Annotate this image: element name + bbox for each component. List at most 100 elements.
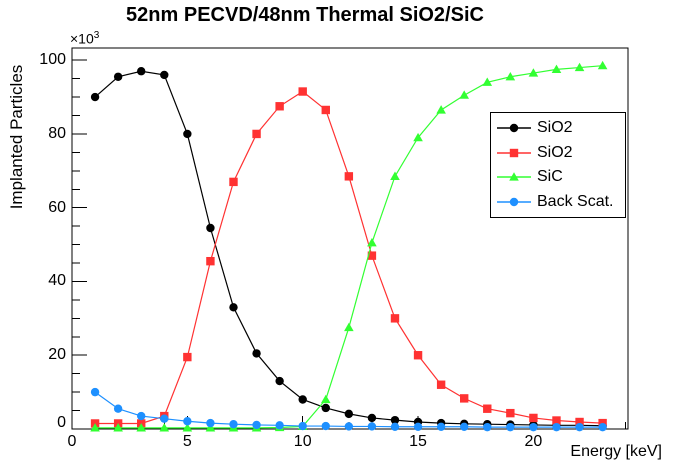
triangle-marker-icon <box>113 423 123 432</box>
triangle-marker-icon <box>597 60 608 70</box>
y-tick-label: 0 <box>57 414 66 431</box>
x-tick-label: 20 <box>524 433 543 450</box>
square-marker-icon <box>298 87 307 96</box>
circle-marker-icon <box>137 411 146 421</box>
y-tick-label: 60 <box>48 198 66 216</box>
square-marker-icon <box>321 105 330 115</box>
series-back-scat-3 <box>90 387 607 432</box>
square-marker-icon <box>206 256 215 266</box>
circle-marker-icon <box>321 403 330 413</box>
legend-sample-sio2-1 <box>497 148 531 157</box>
triangle-marker-icon <box>390 171 400 180</box>
circle-marker-icon <box>552 422 561 432</box>
circle-marker-icon <box>321 421 330 431</box>
circle-marker-icon <box>275 376 284 386</box>
circle-marker-icon <box>183 417 192 426</box>
triangle-marker-icon <box>509 172 519 181</box>
legend-label-sic-2: SiC <box>537 168 563 186</box>
circle-marker-icon <box>598 422 607 432</box>
y-tick-label: 20 <box>48 346 66 364</box>
circle-marker-icon <box>506 422 515 432</box>
square-marker-icon <box>509 148 519 157</box>
square-marker-icon <box>367 251 377 260</box>
triangle-marker-icon <box>574 62 585 72</box>
y-axis-multiplier-exponent: 3 <box>93 30 100 41</box>
circle-marker-icon <box>459 422 469 431</box>
triangle-marker-icon <box>528 68 539 77</box>
circle-marker-icon <box>575 422 584 432</box>
square-marker-icon <box>436 380 446 389</box>
square-marker-icon <box>459 394 469 403</box>
legend-entry-back-scat-3: Back Scat. <box>496 191 625 213</box>
legend-sample-sic-2 <box>497 172 531 181</box>
circle-marker-icon <box>183 129 192 139</box>
triangle-marker-icon <box>436 105 446 114</box>
y-axis-multiplier: ×103 <box>70 30 99 47</box>
square-marker-icon <box>413 351 423 360</box>
square-marker-icon <box>552 416 561 425</box>
triangle-marker-icon <box>551 64 562 73</box>
circle-marker-icon <box>483 422 492 432</box>
triangle-marker-icon <box>159 423 170 432</box>
legend-entry-sio2-1: SiO2 <box>496 142 625 164</box>
y-tick-label: 40 <box>48 272 66 290</box>
plot-frame <box>71 47 629 430</box>
triangle-marker-icon <box>482 77 493 86</box>
circle-marker-icon <box>413 422 423 431</box>
square-marker-icon <box>229 177 238 187</box>
circle-marker-icon <box>90 387 100 397</box>
circle-marker-icon <box>252 349 261 358</box>
circle-marker-icon <box>509 197 519 206</box>
triangle-marker-icon <box>367 237 377 247</box>
legend-sample-back-scat-3 <box>497 197 531 206</box>
circle-marker-icon <box>160 414 169 423</box>
circle-marker-icon <box>344 422 354 431</box>
circle-marker-icon <box>229 420 238 429</box>
circle-marker-icon <box>229 303 238 312</box>
circle-marker-icon <box>298 421 307 431</box>
circle-marker-icon <box>529 422 538 432</box>
square-marker-icon <box>390 314 400 323</box>
y-axis-multiplier-base: ×10 <box>70 30 94 47</box>
square-marker-icon <box>506 408 515 418</box>
legend-label-back-scat-3: Back Scat. <box>537 192 614 210</box>
circle-marker-icon <box>390 415 400 425</box>
legend-label-sio2-1: SiO2 <box>537 143 573 161</box>
square-marker-icon <box>344 172 354 181</box>
circle-marker-icon <box>275 421 284 430</box>
square-marker-icon <box>183 352 192 362</box>
triangle-marker-icon <box>459 90 469 99</box>
circle-marker-icon <box>137 67 146 76</box>
circle-marker-icon <box>113 72 123 81</box>
circle-marker-icon <box>206 223 215 233</box>
x-axis-title: Energy [keV] <box>570 443 662 460</box>
circle-marker-icon <box>90 92 100 102</box>
legend-box: SiO2 SiO2 SiC Back Scat. <box>490 112 626 218</box>
triangle-marker-icon <box>136 423 147 432</box>
square-marker-icon <box>529 413 538 423</box>
triangle-marker-icon <box>344 322 354 332</box>
chart-title: 52nm PECVD/48nm Thermal SiO2/SiC <box>126 4 484 26</box>
triangle-marker-icon <box>320 394 331 404</box>
legend-entry-sic-2: SiC <box>496 166 625 188</box>
circle-marker-icon <box>390 422 400 431</box>
circle-marker-icon <box>344 409 354 419</box>
circle-marker-icon <box>367 413 377 423</box>
circle-marker-icon <box>298 395 307 404</box>
y-tick-label: 80 <box>48 124 66 142</box>
x-tick-label: 10 <box>293 433 312 450</box>
circle-marker-icon <box>113 404 123 413</box>
circle-marker-icon <box>252 420 261 430</box>
square-marker-icon <box>575 417 584 427</box>
circle-marker-icon <box>160 70 169 80</box>
triangle-marker-icon <box>413 132 423 142</box>
legend-sample-sio2-0 <box>497 124 531 133</box>
circle-marker-icon <box>206 418 215 428</box>
triangle-marker-icon <box>505 71 516 81</box>
triangle-marker-icon <box>182 423 193 432</box>
x-tick-label: 0 <box>67 433 77 450</box>
circle-marker-icon <box>436 422 446 431</box>
x-tick-label: 15 <box>409 433 427 450</box>
